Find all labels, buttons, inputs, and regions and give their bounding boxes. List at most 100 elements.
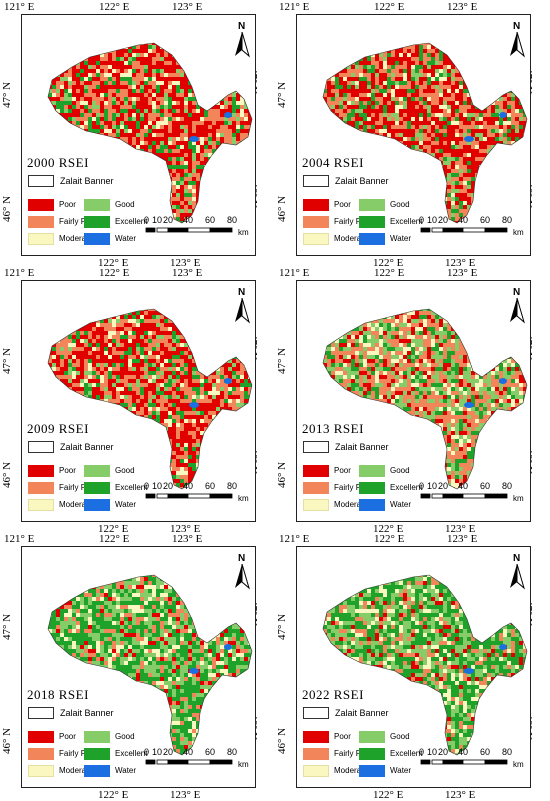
rsei-cell-fairly_poor xyxy=(140,65,144,69)
rsei-cell-poor xyxy=(519,165,523,169)
rsei-cell-excellent xyxy=(483,177,487,181)
rsei-cell-poor xyxy=(355,77,359,81)
rsei-cell-moderate xyxy=(240,109,244,113)
rsei-cell-excellent xyxy=(455,197,459,201)
rsei-cell-moderate xyxy=(248,145,252,149)
legend-swatch-excellent xyxy=(84,216,110,228)
rsei-cell-excellent xyxy=(383,161,387,165)
rsei-cell-moderate xyxy=(515,69,519,73)
rsei-cell-moderate xyxy=(447,65,451,69)
rsei-cell-poor xyxy=(236,137,240,141)
rsei-cell-poor xyxy=(140,205,144,209)
rsei-cell-good xyxy=(180,157,184,161)
rsei-cell-poor xyxy=(156,197,160,201)
rsei-cell-poor xyxy=(423,89,427,93)
rsei-cell-fairly_poor xyxy=(423,61,427,65)
rsei-cell-fairly_poor xyxy=(124,89,128,93)
rsei-cell-fairly_poor xyxy=(224,137,228,141)
rsei-cell-moderate xyxy=(200,141,204,145)
rsei-cell-good xyxy=(427,185,431,189)
rsei-cell-fairly_poor xyxy=(136,89,140,93)
rsei-cell-excellent xyxy=(499,185,503,189)
rsei-cell-poor xyxy=(108,157,112,161)
rsei-cell-moderate xyxy=(455,133,459,137)
rsei-cell-poor xyxy=(467,73,471,77)
rsei-cell-moderate xyxy=(244,89,248,93)
rsei-cell-fairly_poor xyxy=(216,137,220,141)
rsei-cell-poor xyxy=(164,141,168,145)
rsei-cell-poor xyxy=(80,41,84,45)
rsei-cell-poor xyxy=(391,109,395,113)
rsei-cell-excellent xyxy=(467,161,471,165)
rsei-cell-poor xyxy=(499,73,503,77)
rsei-cell-excellent xyxy=(439,149,443,153)
rsei-cell-excellent xyxy=(487,61,491,65)
rsei-cell-poor xyxy=(483,145,487,149)
rsei-cell-fairly_poor xyxy=(84,53,88,57)
rsei-cell-poor xyxy=(220,85,224,89)
rsei-cell-excellent xyxy=(104,113,108,117)
rsei-cell-fairly_poor xyxy=(463,153,467,157)
rsei-cell-poor xyxy=(200,69,204,73)
rsei-cell-good xyxy=(92,105,96,109)
rsei-cell-good xyxy=(48,41,52,45)
rsei-cell-fairly_poor xyxy=(140,197,144,201)
rsei-cell-poor xyxy=(319,53,323,57)
rsei-cell-poor xyxy=(435,117,439,121)
rsei-cell-good xyxy=(343,209,347,213)
rsei-cell-fairly_poor xyxy=(164,185,168,189)
rsei-cell-fairly_poor xyxy=(527,165,530,169)
rsei-cell-moderate xyxy=(511,73,515,77)
longitude-label: 122° E xyxy=(374,2,404,13)
rsei-cell-poor xyxy=(200,125,204,129)
rsei-cell-poor xyxy=(483,133,487,137)
rsei-cell-moderate xyxy=(44,113,48,117)
rsei-cell-excellent xyxy=(379,145,383,149)
rsei-cell-excellent xyxy=(248,97,252,101)
rsei-cell-moderate xyxy=(244,117,248,121)
rsei-cell-excellent xyxy=(128,117,132,121)
rsei-cell-good xyxy=(451,181,455,185)
rsei-cell-fairly_poor xyxy=(407,93,411,97)
rsei-cell-moderate xyxy=(72,149,76,153)
rsei-cell-poor xyxy=(379,125,383,129)
rsei-cell-fairly_poor xyxy=(515,201,519,205)
rsei-cell-fairly_poor xyxy=(379,85,383,89)
rsei-cell-excellent xyxy=(140,177,144,181)
rsei-cell-poor xyxy=(84,81,88,85)
rsei-cell-fairly_poor xyxy=(387,89,391,93)
rsei-cell-excellent xyxy=(232,105,236,109)
rsei-cell-good xyxy=(92,101,96,105)
rsei-cell-poor xyxy=(124,57,128,61)
rsei-cell-fairly_poor xyxy=(216,53,220,57)
rsei-cell-fairly_poor xyxy=(483,205,487,209)
rsei-cell-fairly_poor xyxy=(391,125,395,129)
rsei-cell-good xyxy=(479,137,483,141)
rsei-cell-poor xyxy=(108,121,112,125)
rsei-cell-poor xyxy=(180,97,184,101)
rsei-cell-fairly_poor xyxy=(471,85,475,89)
rsei-cell-fairly_poor xyxy=(132,141,136,145)
rsei-cell-moderate xyxy=(148,49,152,53)
rsei-cell-poor xyxy=(188,101,192,105)
rsei-cell-poor xyxy=(523,193,527,197)
rsei-cell-poor xyxy=(216,89,220,93)
rsei-cell-good xyxy=(475,133,479,137)
rsei-cell-good xyxy=(387,157,391,161)
rsei-cell-good xyxy=(487,153,491,157)
rsei-cell-fairly_poor xyxy=(208,173,212,177)
rsei-cell-poor xyxy=(339,137,343,141)
rsei-cell-excellent xyxy=(112,81,116,85)
rsei-cell-good xyxy=(511,181,515,185)
rsei-cell-fairly_poor xyxy=(527,81,530,85)
rsei-cell-moderate xyxy=(48,53,52,57)
rsei-cell-excellent xyxy=(232,85,236,89)
rsei-cell-poor xyxy=(415,113,419,117)
rsei-cell-fairly_poor xyxy=(212,169,216,173)
rsei-cell-excellent xyxy=(439,57,443,61)
rsei-cell-good xyxy=(475,53,479,57)
rsei-cell-poor xyxy=(220,121,224,125)
rsei-cell-poor xyxy=(124,185,128,189)
rsei-cell-excellent xyxy=(232,145,236,149)
rsei-cell-poor xyxy=(144,101,148,105)
